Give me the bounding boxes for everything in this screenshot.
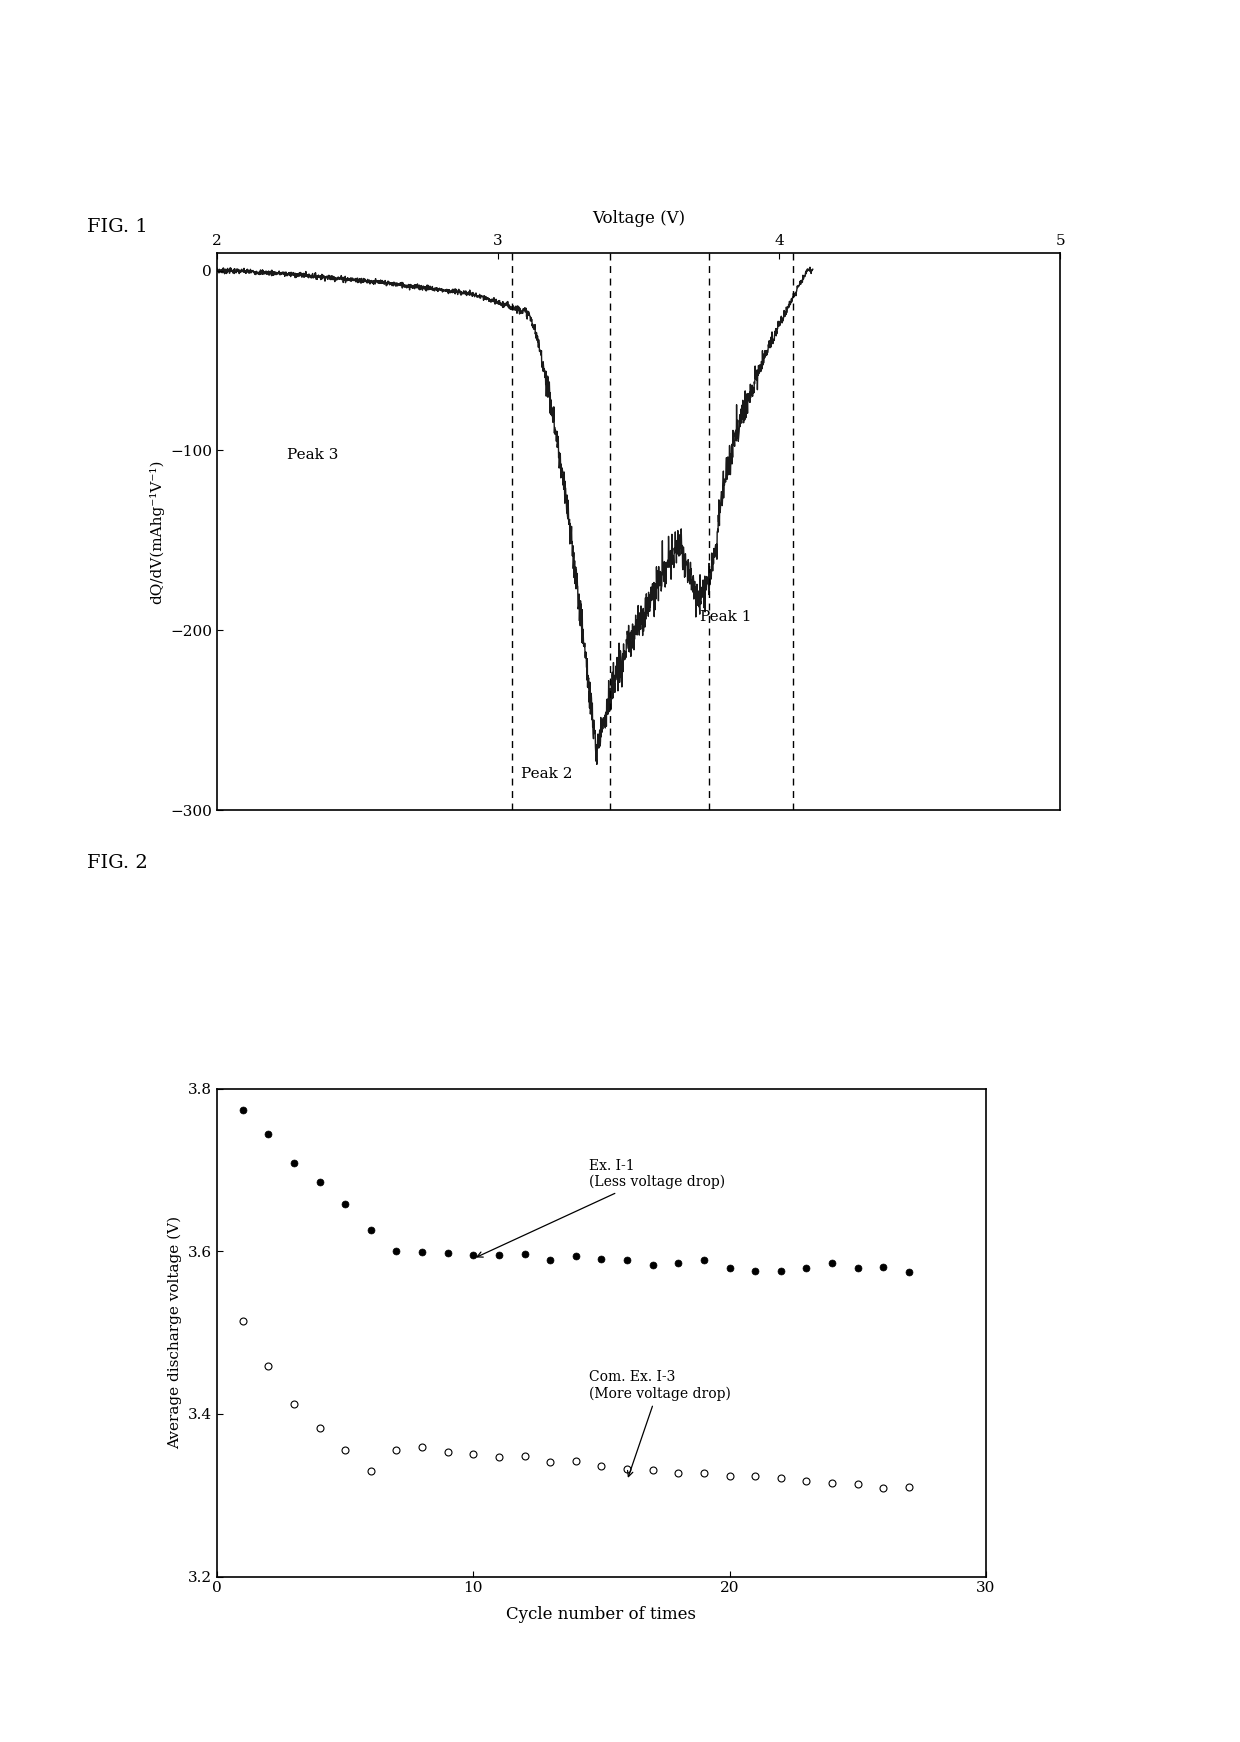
Text: Peak 1: Peak 1 [701, 610, 751, 624]
X-axis label: Cycle number of times: Cycle number of times [506, 1606, 697, 1624]
Text: Peak 2: Peak 2 [521, 766, 572, 780]
Text: Com. Ex. I-3
(More voltage drop): Com. Ex. I-3 (More voltage drop) [589, 1371, 730, 1477]
Text: FIG. 2: FIG. 2 [87, 854, 148, 871]
X-axis label: Voltage (V): Voltage (V) [591, 209, 686, 226]
Y-axis label: dQ/dV(mAhg⁻¹V⁻¹): dQ/dV(mAhg⁻¹V⁻¹) [150, 460, 165, 603]
Text: FIG. 1: FIG. 1 [87, 218, 148, 235]
Text: Peak 3: Peak 3 [288, 448, 339, 462]
Text: Ex. I-1
(Less voltage drop): Ex. I-1 (Less voltage drop) [477, 1158, 724, 1258]
Y-axis label: Average discharge voltage (V): Average discharge voltage (V) [169, 1216, 182, 1449]
